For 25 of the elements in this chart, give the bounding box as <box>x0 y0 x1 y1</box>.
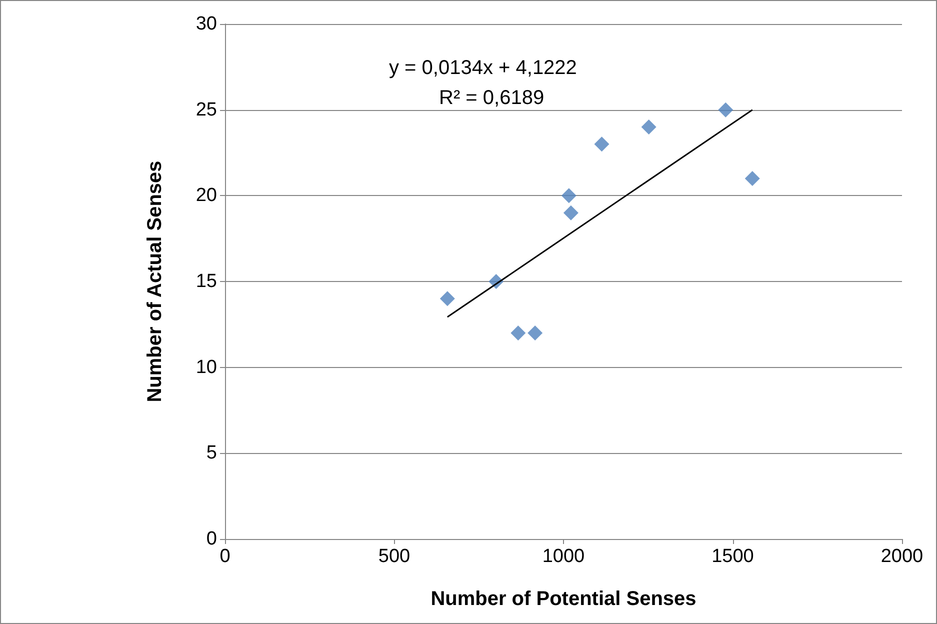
y-axis-title: Number of Actual Senses <box>144 160 166 402</box>
point <box>528 326 543 340</box>
point <box>440 291 455 306</box>
x-tick-label: 1000 <box>542 546 585 567</box>
x-tick-label: 0 <box>220 546 230 567</box>
x-tick-label: 1500 <box>712 546 754 567</box>
point <box>718 102 734 118</box>
point <box>561 188 576 204</box>
annotation: R² = 0,6189 <box>439 87 544 109</box>
point <box>510 326 526 340</box>
y-tick-label: 20 <box>196 185 217 206</box>
y-tick-label: 30 <box>196 14 217 34</box>
point <box>744 171 760 186</box>
y-tick-label: 0 <box>206 528 217 550</box>
y-tick-label: 15 <box>196 271 217 292</box>
y-tick-label: 25 <box>196 99 217 120</box>
point <box>563 205 578 220</box>
point <box>641 120 656 134</box>
x-tick-label: 2000 <box>880 546 924 567</box>
y-tick-label: 5 <box>206 442 217 464</box>
x-axis-title: Number of Potential Senses <box>430 588 696 610</box>
x-tick-label: 500 <box>378 546 410 567</box>
annotation: y = 0,0134x + 4,1222 <box>389 57 577 79</box>
y-tick-label: 10 <box>196 356 217 378</box>
point <box>594 136 610 152</box>
